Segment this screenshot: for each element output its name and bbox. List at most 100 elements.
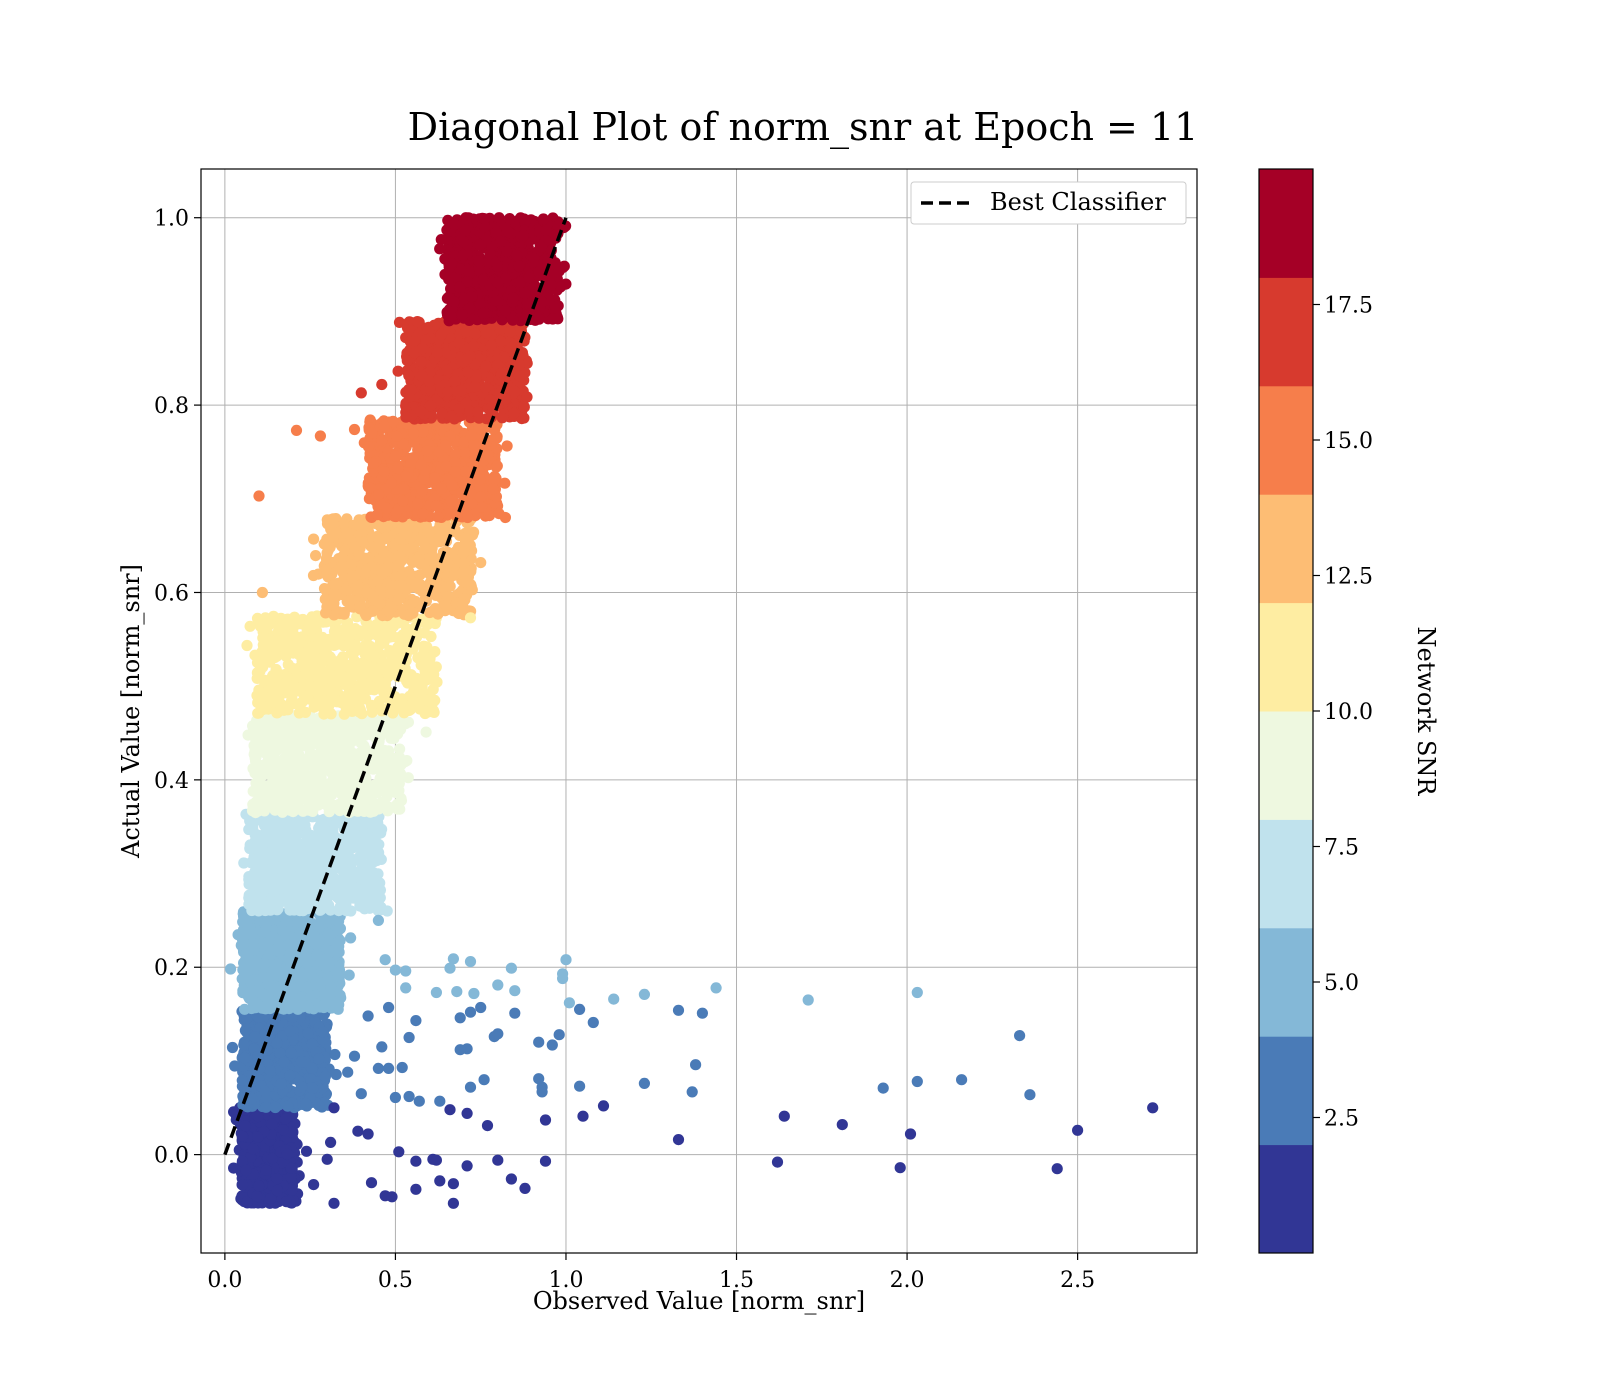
scatter-point [248,944,260,956]
scatter-point [359,845,371,857]
scatter-point [306,641,318,653]
scatter-point [404,703,416,716]
scatter-point [311,850,323,862]
scatter-point [250,721,262,733]
scatter-point [256,790,268,802]
scatter-point [448,569,460,581]
scatter-point [374,892,386,904]
scatter-point [329,588,341,601]
scatter-point [426,606,438,618]
scatter-point [407,596,419,608]
scatter-point [282,1100,294,1112]
scatter-point [310,838,323,850]
scatter-point [277,614,289,626]
scatter-point [427,696,439,708]
scatter-point [237,916,249,928]
scatter-point [392,594,404,606]
scatter-point [249,1031,261,1043]
scatter-point [368,650,380,662]
scatter-point [394,532,406,545]
scatter-point [293,645,305,657]
scatter-point [421,564,433,576]
scatter-point [457,547,469,559]
scatter-point [255,835,267,847]
scatter-point [395,570,407,582]
scatter-point [335,669,347,681]
scatter-point [238,1039,250,1051]
scatter-point [269,1101,281,1114]
scatter-point [298,971,310,983]
scatter-point [246,1093,258,1105]
scatter-point [330,695,342,707]
scatter-point [242,987,254,999]
scatter-point [328,784,340,796]
scatter-point [286,794,298,806]
scatter-point [374,877,386,889]
scatter-point [239,1052,251,1064]
scatter-point [258,805,270,817]
scatter-point [302,1027,314,1040]
scatter-point [345,746,358,758]
scatter-point [326,743,338,755]
scatter-point [286,1184,298,1196]
scatter-point [253,684,265,696]
scatter-point [300,1098,312,1110]
scatter-point [309,792,321,804]
scatter-point [251,893,263,905]
scatter-point [298,777,310,789]
scatter-point [274,1047,286,1059]
scatter-point [236,1155,248,1167]
scatter-point [381,561,393,573]
scatter-point [260,1101,272,1113]
scatter-point [265,980,277,992]
scatter-point [315,814,327,827]
scatter-point [251,672,263,685]
scatter-point [303,619,315,631]
scatter-point [319,1070,331,1083]
scatter-point [457,598,469,610]
scatter-point [355,518,367,530]
scatter-point [359,803,371,815]
scatter-point [252,697,264,709]
scatter-point [240,1164,252,1176]
scatter-point [284,1025,296,1037]
scatter-point [323,956,335,968]
scatter-point [361,877,373,889]
scatter-point [262,915,274,927]
scatter-point [241,1196,253,1208]
scatter-point [288,611,301,623]
scatter-point [317,1026,329,1038]
scatter-point [285,1171,297,1183]
scatter-point [391,697,403,709]
scatter-point [281,1148,293,1160]
scatter-point [418,643,430,655]
scatter-point [226,1041,239,1054]
scatter-point [280,737,292,749]
scatter-point [291,734,303,746]
scatter-point [340,702,352,714]
scatter-point [293,820,305,832]
scatter-point [392,656,404,668]
scatter-point [304,681,316,693]
scatter-point [312,696,324,709]
scatter-point [327,877,339,889]
scatter-point [324,904,337,916]
scatter-point [258,938,270,951]
scatter-point [349,660,361,672]
scatter-point [373,640,385,652]
scatter-point [359,567,372,579]
scatter-point [381,631,393,643]
scatter-point [374,520,386,533]
scatter-point [236,933,248,945]
scatter-point [294,862,306,874]
scatter-point [315,653,327,665]
scatter-point [266,776,279,788]
scatter-point [327,827,339,839]
scatter-point [332,970,345,982]
scatter-point [258,657,270,669]
scatter-point [460,576,472,588]
scatter-point [286,757,298,770]
scatter-point [425,661,437,673]
scatter-point [314,751,326,763]
